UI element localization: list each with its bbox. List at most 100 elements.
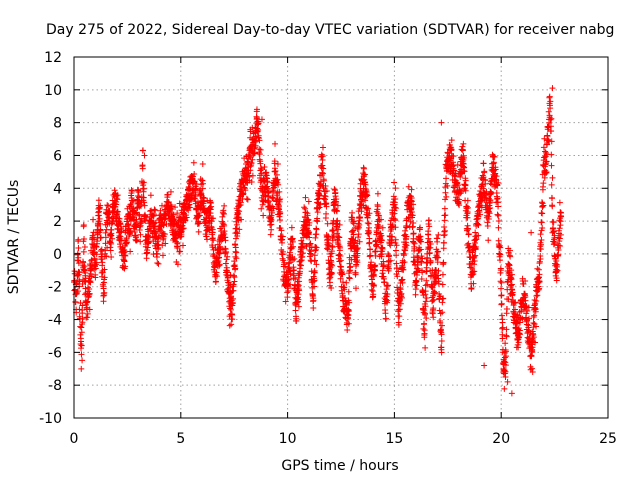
data-point xyxy=(75,244,82,251)
data-point xyxy=(252,149,259,156)
data-point xyxy=(92,274,99,281)
data-point xyxy=(174,210,181,217)
data-point xyxy=(198,190,205,197)
data-point xyxy=(247,163,254,170)
data-point xyxy=(91,256,98,263)
data-point xyxy=(87,279,94,286)
y-tick-label: 4 xyxy=(53,181,62,197)
data-point xyxy=(236,226,243,233)
data-point xyxy=(140,182,147,189)
data-point xyxy=(141,199,148,206)
data-point xyxy=(138,215,145,222)
data-point xyxy=(207,199,214,206)
data-point xyxy=(101,289,108,296)
data-point xyxy=(199,185,206,192)
data-point xyxy=(86,278,93,285)
data-point xyxy=(179,242,186,249)
data-point xyxy=(248,160,255,167)
data-point xyxy=(224,253,231,260)
data-point xyxy=(209,235,216,242)
data-point xyxy=(126,203,133,210)
data-point xyxy=(228,321,235,328)
data-point xyxy=(122,252,129,259)
data-point xyxy=(118,228,125,235)
data-point xyxy=(102,240,109,247)
data-point xyxy=(84,298,91,305)
data-point xyxy=(80,259,87,266)
data-point xyxy=(137,238,144,245)
y-tick-label: 6 xyxy=(53,148,62,164)
data-point xyxy=(101,266,108,273)
data-point xyxy=(253,114,260,121)
y-tick-label: 10 xyxy=(44,83,62,99)
data-points xyxy=(71,85,565,397)
data-point xyxy=(243,195,250,202)
y-tick-label: -4 xyxy=(48,313,62,329)
data-point xyxy=(183,214,190,221)
data-point xyxy=(210,215,217,222)
data-point xyxy=(257,158,264,165)
data-point xyxy=(78,324,85,331)
data-point xyxy=(100,298,107,305)
data-point xyxy=(221,222,228,229)
data-point xyxy=(140,179,147,186)
data-point xyxy=(147,192,154,199)
data-point xyxy=(97,234,104,241)
data-point xyxy=(78,351,85,358)
data-point xyxy=(177,248,184,255)
data-point xyxy=(219,220,226,227)
data-point xyxy=(74,273,81,279)
data-point xyxy=(155,260,162,267)
data-point xyxy=(139,165,146,172)
y-tick-label: -8 xyxy=(48,378,62,394)
data-point xyxy=(260,212,267,219)
x-tick-label: 10 xyxy=(279,431,297,447)
data-point xyxy=(127,227,134,234)
x-tick-label: 15 xyxy=(385,431,403,447)
data-point xyxy=(238,216,245,223)
data-point xyxy=(121,258,128,265)
y-tick-label: 12 xyxy=(44,50,62,66)
data-point xyxy=(133,216,140,223)
data-point xyxy=(255,120,262,127)
data-point xyxy=(229,316,236,323)
data-point xyxy=(99,259,106,266)
data-point xyxy=(116,215,123,222)
data-point xyxy=(199,177,206,184)
data-point xyxy=(247,128,254,135)
data-point xyxy=(186,204,193,211)
data-point xyxy=(95,197,102,204)
data-point xyxy=(204,236,211,243)
data-point xyxy=(164,199,171,206)
y-axis-label: SDTVAR / TECUs xyxy=(6,180,22,295)
data-point xyxy=(79,357,86,364)
data-point xyxy=(172,204,179,211)
x-tick-label: 0 xyxy=(70,431,79,447)
data-point xyxy=(223,256,230,263)
data-point xyxy=(115,215,122,222)
data-point xyxy=(232,244,239,251)
data-point xyxy=(179,225,186,232)
data-point xyxy=(147,208,154,215)
data-point xyxy=(196,220,203,227)
data-point xyxy=(105,202,112,209)
data-point xyxy=(130,205,137,212)
data-point xyxy=(222,260,229,267)
data-point xyxy=(221,228,228,235)
data-point xyxy=(212,278,219,285)
data-point xyxy=(154,260,161,267)
data-point xyxy=(255,126,262,133)
x-axis-label: GPS time / hours xyxy=(281,458,398,474)
data-point xyxy=(174,261,181,268)
data-point xyxy=(223,248,230,255)
data-point xyxy=(78,342,85,349)
data-point xyxy=(192,191,199,198)
data-point xyxy=(253,106,260,113)
data-point xyxy=(232,265,239,272)
y-tick-label: -2 xyxy=(48,280,62,296)
data-point xyxy=(242,187,249,194)
data-point xyxy=(74,288,81,295)
data-point xyxy=(161,231,168,238)
data-point xyxy=(90,216,97,223)
